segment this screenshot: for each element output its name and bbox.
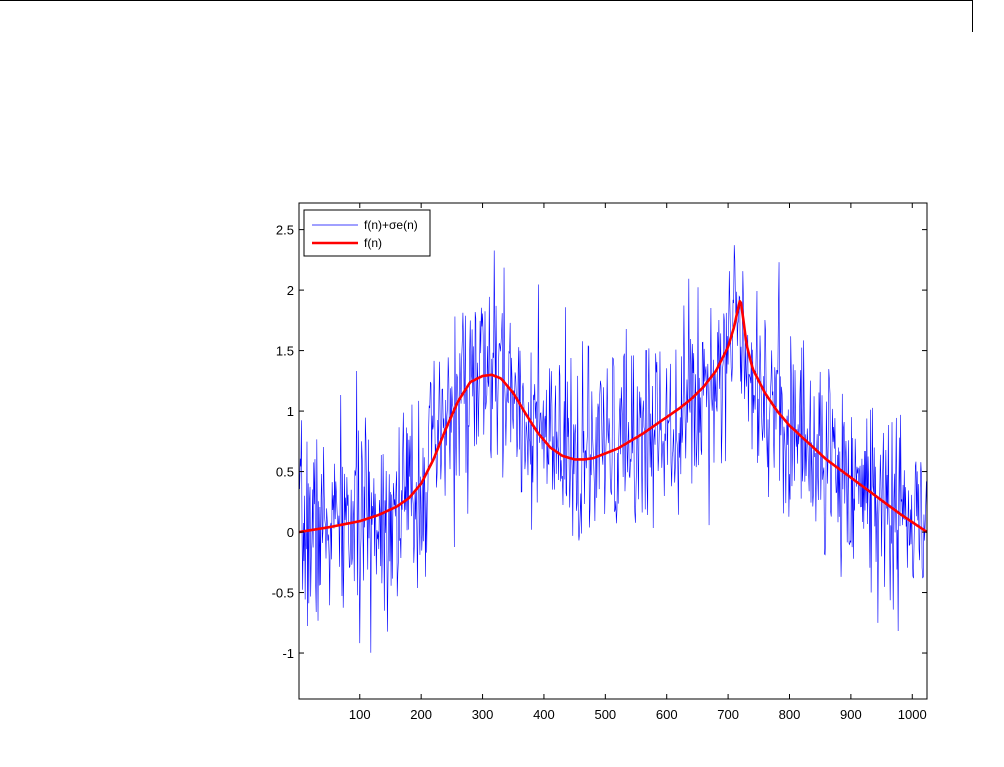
x-tick-label: 600 <box>656 707 678 722</box>
legend-label-noisy: f(n)+σe(n) <box>364 218 418 232</box>
page-top-rule <box>0 0 972 1</box>
y-tick-label: 1.5 <box>276 344 294 359</box>
y-tick-label: 2 <box>287 283 294 298</box>
legend-label-clean: f(n) <box>364 236 382 250</box>
x-tick-label: 100 <box>349 707 371 722</box>
x-tick-label: 700 <box>717 707 739 722</box>
x-tick-label: 200 <box>410 707 432 722</box>
x-tick-label: 300 <box>472 707 494 722</box>
series-line-noisy <box>299 245 927 653</box>
noisy-signal-layer <box>299 245 927 653</box>
x-tick-label: 900 <box>840 707 862 722</box>
x-tick-label: 400 <box>533 707 555 722</box>
y-tick-label: -0.5 <box>272 586 294 601</box>
legend-frame <box>303 209 431 257</box>
x-tick-label: 800 <box>779 707 801 722</box>
axes-frame <box>298 202 928 700</box>
y-tick-label: 0.5 <box>276 465 294 480</box>
legend: f(n)+σe(n) f(n) <box>303 209 431 257</box>
y-tick-label: 2.5 <box>276 223 294 238</box>
x-axis-ticks: 100 200 300 400 500 600 700 800 900 1000 <box>349 203 927 722</box>
y-tick-label: 1 <box>287 404 294 419</box>
series-line-clean <box>299 299 927 534</box>
page-corner-mark <box>972 0 973 32</box>
x-tick-label: 1000 <box>898 707 927 722</box>
y-tick-label: -1 <box>282 646 294 661</box>
y-axis-ticks: -1 -0.5 0 0.5 1 1.5 2 2.5 <box>272 223 927 661</box>
clean-signal-layer <box>299 299 927 534</box>
y-tick-label: 0 <box>287 525 294 540</box>
x-tick-label: 500 <box>594 707 616 722</box>
